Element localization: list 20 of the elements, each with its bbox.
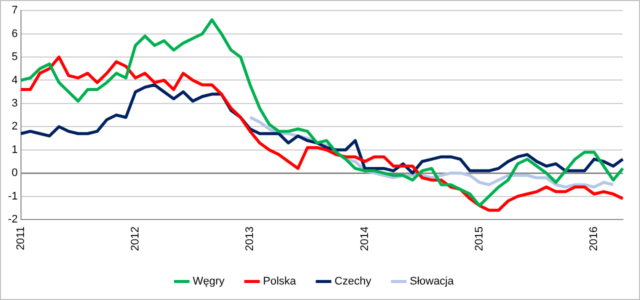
legend-label: Polska — [263, 276, 297, 288]
y-tick-label: -1 — [8, 190, 18, 202]
y-tick-label: 0 — [12, 167, 18, 180]
legend-label: Czechy — [334, 276, 372, 288]
y-tick-label: 4 — [12, 74, 18, 86]
legend-label: Węgry — [192, 276, 226, 288]
x-tick-label: 2016 — [588, 226, 600, 252]
y-tick-label: 2 — [12, 120, 18, 133]
y-tick-label: 3 — [12, 97, 18, 110]
x-tick-label: 2012 — [129, 226, 142, 252]
x-tick-label: 2015 — [473, 226, 486, 252]
legend-label: Słowacja — [410, 276, 455, 288]
x-tick-label: 2011 — [14, 226, 27, 250]
y-tick-label: 6 — [12, 28, 18, 40]
y-tick-label: 1 — [12, 144, 18, 156]
y-tick-label: 7 — [12, 4, 18, 17]
y-tick-label: 5 — [12, 51, 18, 64]
x-tick-label: 2013 — [244, 226, 256, 252]
x-tick-label: 2014 — [358, 226, 371, 252]
y-tick-label: -2 — [8, 214, 18, 226]
